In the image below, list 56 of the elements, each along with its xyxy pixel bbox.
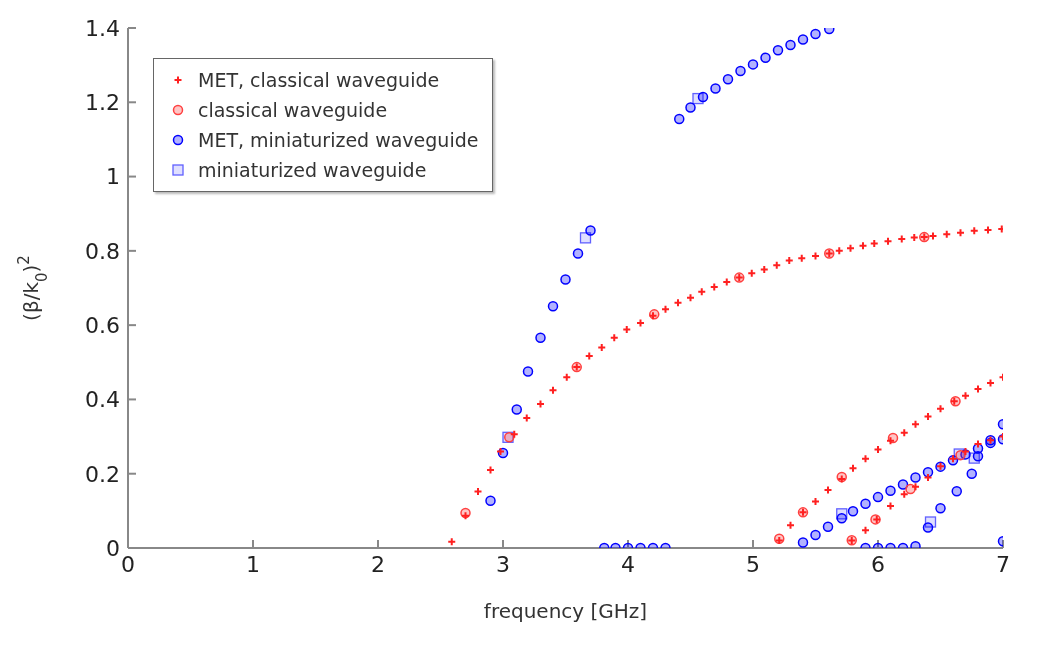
- point: [785, 39, 796, 51]
- y-tick-label: 1.4: [85, 15, 120, 41]
- x-tick-label: 2: [371, 551, 385, 577]
- y-tick-label: 0.8: [85, 238, 120, 264]
- point: [710, 83, 721, 94]
- point: [674, 113, 685, 125]
- point: [547, 300, 559, 312]
- legend-label: classical waveguide: [198, 99, 388, 121]
- point: [922, 522, 934, 533]
- point: [897, 479, 909, 490]
- legend-label: miniaturized waveguide: [198, 159, 427, 181]
- point: [735, 65, 746, 77]
- x-tick-label: 7: [996, 551, 1010, 577]
- legend-label: MET, classical waveguide: [198, 69, 440, 91]
- point: [935, 503, 946, 514]
- x-tick-label: 6: [871, 551, 885, 577]
- point: [966, 468, 977, 479]
- point: [797, 537, 809, 548]
- y-tick-label: 0: [106, 535, 120, 561]
- point: [910, 472, 921, 483]
- point: [747, 59, 759, 70]
- point: [535, 332, 546, 344]
- point: [697, 91, 709, 103]
- x-tick-label: 1: [246, 551, 260, 577]
- y-tick-label: 1.2: [85, 90, 120, 116]
- point: [797, 34, 809, 45]
- x-tick-label: 3: [496, 551, 510, 577]
- point: [522, 366, 534, 377]
- point: [685, 102, 696, 113]
- y-tick-label: 0.2: [85, 461, 120, 487]
- point: [836, 513, 847, 524]
- y-tick-label: 0.6: [85, 312, 120, 338]
- point: [847, 505, 859, 517]
- point: [572, 248, 584, 259]
- point: [722, 74, 734, 85]
- point: [560, 274, 571, 285]
- point: [579, 232, 592, 244]
- point: [822, 521, 834, 533]
- y-tick-label: 1: [106, 164, 120, 190]
- point: [810, 529, 821, 541]
- x-axis-title: frequency [GHz]: [483, 599, 648, 623]
- point: [485, 495, 496, 507]
- point: [972, 451, 984, 462]
- point: [511, 404, 522, 415]
- point: [585, 225, 596, 236]
- point: [860, 498, 871, 510]
- x-tick-label: 4: [621, 551, 635, 577]
- point: [810, 28, 821, 40]
- x-tick-label: 5: [746, 551, 760, 577]
- point: [885, 485, 896, 497]
- point: [951, 485, 962, 497]
- y-tick-label: 0.4: [85, 387, 120, 413]
- point: [772, 45, 784, 56]
- point: [872, 491, 884, 503]
- point: [760, 52, 771, 63]
- legend-label: MET, miniaturized waveguide: [198, 129, 479, 151]
